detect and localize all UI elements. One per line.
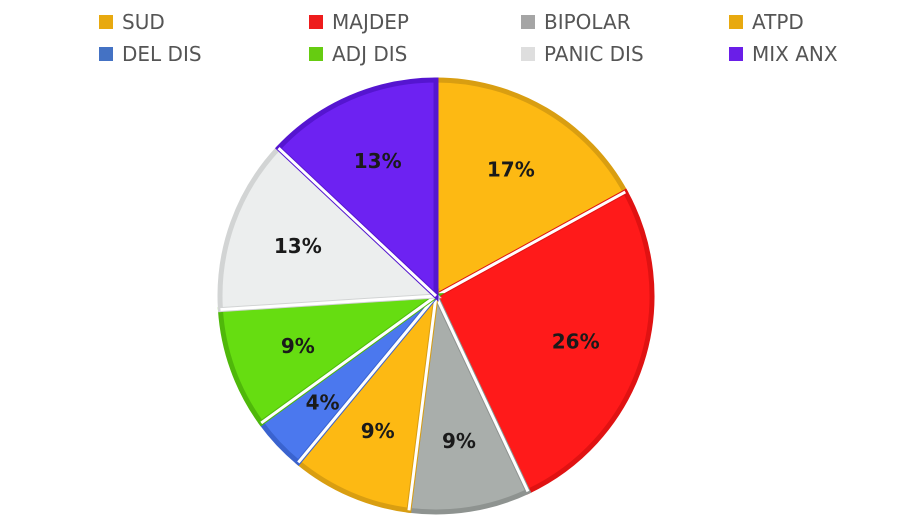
slice-label-1: 17% [487,158,535,182]
slice-separator [435,190,627,298]
slice-separator [260,294,437,425]
slice-separator [277,147,438,298]
slice-separator [297,295,438,464]
slice-separator [434,295,530,493]
legend: SUD MAJDEP BIPOLAR ATPD DEL DIS ADJ DIS PANIC … [99,10,838,66]
pie-slice-7 [217,144,442,313]
legend-swatch-atpd [729,15,743,29]
legend-swatch-bipolar [521,15,535,29]
legend-label-adj-dis: ADJ DIS [332,42,407,66]
legend-swatch-majdep [309,15,323,29]
slice-label-5: 4% [306,391,340,415]
slice-label-7: 13% [274,234,322,258]
slice-label-8: 13% [354,149,402,173]
legend-label-mix-anx: MIX ANX [752,42,838,66]
legend-swatch-sud [99,15,113,29]
legend-label-del-dis: DEL DIS [122,42,202,66]
slice-labels: 17% 26% 9% 9% 4% 9% 13% 13% [274,149,600,453]
slice-label-2: 26% [552,329,600,353]
legend-swatch-panic-dis [521,47,535,61]
slice-separator [407,295,438,511]
legend-swatch-adj-dis [309,47,323,61]
legend-swatch-del-dis [99,47,113,61]
pie-slice-4 [294,287,440,514]
slice-label-6: 9% [281,334,315,358]
pie-slice-1 [433,77,629,301]
legend-label-panic-dis: PANIC DIS [544,42,644,66]
pie-slice-8 [275,77,439,302]
legend-label-bipolar: BIPOLAR [544,10,631,34]
legend-label-atpd: ATPD [752,10,804,34]
slice-label-4: 9% [361,419,395,443]
legend-swatch-mix-anx [729,47,743,61]
pie-slices [217,77,655,515]
slice-separator [220,294,437,312]
legend-label-sud: SUD [122,10,165,34]
slice-label-3: 9% [442,429,476,453]
legend-label-majdep: MAJDEP [332,10,409,34]
pie-slice-3 [406,287,532,515]
pie-slice-6 [217,292,445,427]
